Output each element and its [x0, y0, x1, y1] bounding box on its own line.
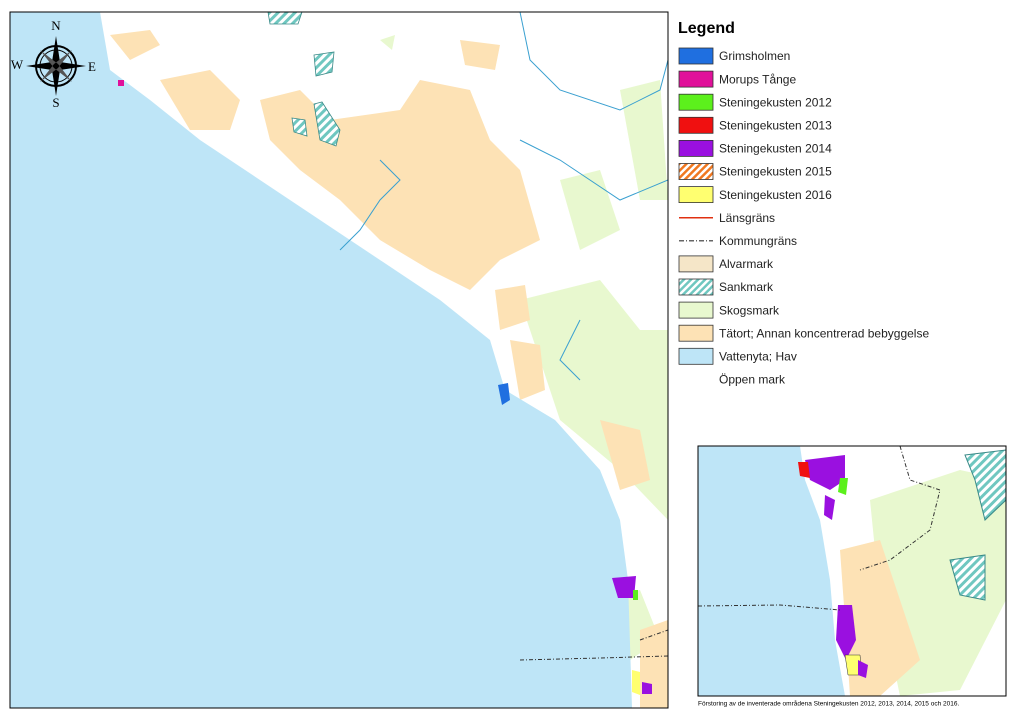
legend-swatch [678, 186, 714, 204]
legend-label: Steningekusten 2013 [719, 118, 832, 132]
legend-label: Kommungräns [719, 234, 797, 248]
legend-label: Vattenyta; Hav [719, 349, 797, 363]
legend-label: Steningekusten 2016 [719, 188, 832, 202]
map-frame [9, 11, 669, 709]
compass-w: W [11, 57, 24, 72]
main-map [10, 12, 668, 708]
inset-map [698, 446, 1006, 696]
legend-label: Steningekusten 2015 [719, 165, 832, 179]
legend-label: Tätort; Annan koncentrerad bebyggelse [719, 326, 929, 340]
study-areas [118, 80, 652, 695]
legend-label: Steningekusten 2012 [719, 95, 832, 109]
wetland [267, 12, 341, 147]
legend-label: Grimsholmen [719, 49, 790, 63]
legend-swatch [678, 116, 714, 134]
municipal-border [639, 629, 668, 641]
rivers [339, 12, 668, 381]
inset-caption: Förstoring av de inventerade områdena St… [698, 700, 959, 708]
legend-label: Steningekusten 2014 [719, 142, 832, 156]
legend-label: Sankmark [719, 280, 774, 294]
inset-frame [697, 445, 1007, 697]
legend-swatch [678, 278, 714, 296]
legend-swatch [678, 163, 714, 180]
compass-e: E [88, 59, 96, 74]
legend-label: Öppen mark [719, 373, 786, 387]
legend-swatch [678, 347, 714, 365]
sea [10, 12, 632, 708]
legend-swatch [678, 93, 714, 111]
compass-n: N [51, 18, 61, 33]
legend-swatch [678, 70, 714, 88]
legend-swatch [678, 324, 714, 342]
legend: Grimsholmen Morups Tånge Steningekusten 20… [678, 47, 929, 387]
legend-label: Alvarmark [719, 257, 774, 271]
compass-s: S [52, 95, 59, 110]
legend-swatch [678, 301, 714, 319]
legend-swatch [678, 255, 714, 273]
legend-swatch [678, 47, 714, 65]
legend-label: Morups Tånge [719, 72, 796, 86]
legend-swatch [678, 139, 714, 157]
legend-title: Legend [678, 20, 735, 37]
legend-label: Skogsmark [719, 303, 780, 317]
legend-label: Länsgräns [719, 211, 775, 225]
compass: N W E S [11, 18, 96, 110]
